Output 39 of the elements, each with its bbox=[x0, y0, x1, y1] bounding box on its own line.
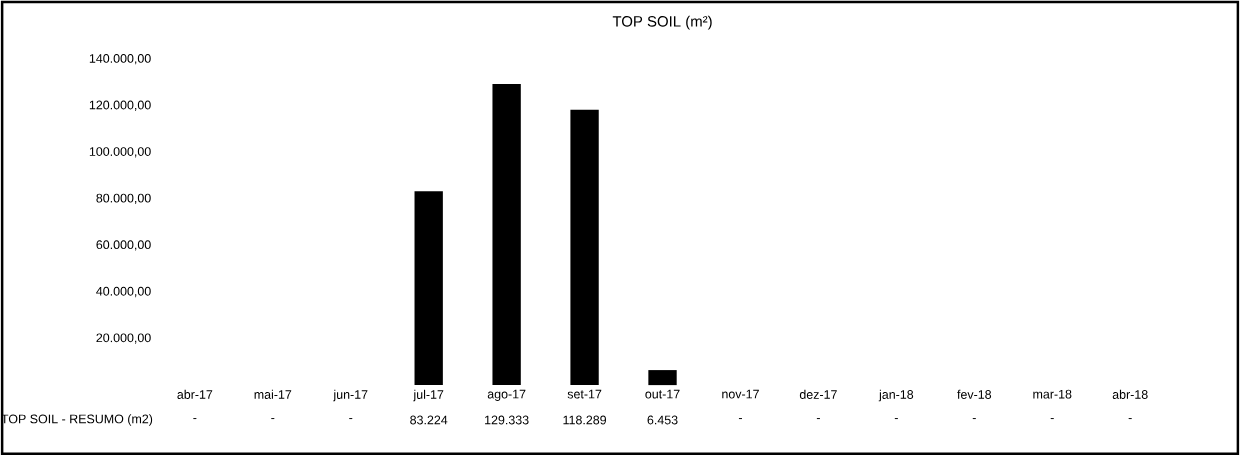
x-tick-label: dez-17 bbox=[799, 389, 837, 399]
bar bbox=[414, 191, 443, 386]
x-tick-label: out-17 bbox=[645, 389, 680, 399]
x-tick-label: set-17 bbox=[567, 389, 602, 399]
x-tick-label: fev-18 bbox=[957, 389, 992, 399]
x-tick-label: abr-17 bbox=[177, 389, 213, 399]
text: TOP SOIL - RESUMO (m2) bbox=[1, 414, 153, 426]
data-label: - bbox=[271, 418, 275, 420]
data-label: - bbox=[816, 418, 820, 420]
data-label: - bbox=[972, 418, 976, 420]
data-label: - bbox=[894, 418, 898, 420]
x-tick-label: nov-17 bbox=[722, 389, 759, 399]
y-tick-label: 60.000,00 bbox=[96, 240, 151, 251]
data-label: - bbox=[738, 418, 742, 420]
bar bbox=[648, 370, 677, 386]
data-label: - bbox=[349, 418, 353, 420]
y-tick-label: 100.000,00 bbox=[89, 147, 151, 158]
data-label: 129.333 bbox=[485, 415, 529, 425]
y-tick-label: 80.000,00 bbox=[96, 193, 151, 205]
y-tick-label: 20.000,00 bbox=[96, 333, 151, 344]
x-tick-label: ago-17 bbox=[487, 389, 526, 401]
x-tick-label: mar-18 bbox=[1033, 389, 1072, 399]
y-tick-label: 140.000,00 bbox=[89, 54, 151, 65]
chart-title: TOP SOIL (m²) bbox=[612, 15, 712, 30]
x-tick-label: jul-17 bbox=[413, 389, 444, 402]
x-tick-label: mai-17 bbox=[254, 389, 292, 399]
y-tick-label: 40.000,00 bbox=[96, 286, 151, 298]
data-label: 6.453 bbox=[647, 415, 678, 425]
x-tick-label: abr-18 bbox=[1112, 389, 1148, 399]
data-label: - bbox=[193, 418, 197, 420]
x-tick-label: jan-18 bbox=[878, 389, 914, 402]
x-tick-label: jun-17 bbox=[333, 389, 368, 402]
y-tick-label: 120.000,00 bbox=[89, 100, 151, 111]
bar bbox=[570, 109, 599, 386]
data-label: - bbox=[1050, 418, 1054, 420]
bar bbox=[492, 84, 521, 386]
data-label: 83.224 bbox=[410, 415, 448, 425]
data-label: 118.289 bbox=[563, 415, 607, 425]
data-label: - bbox=[1128, 418, 1132, 420]
